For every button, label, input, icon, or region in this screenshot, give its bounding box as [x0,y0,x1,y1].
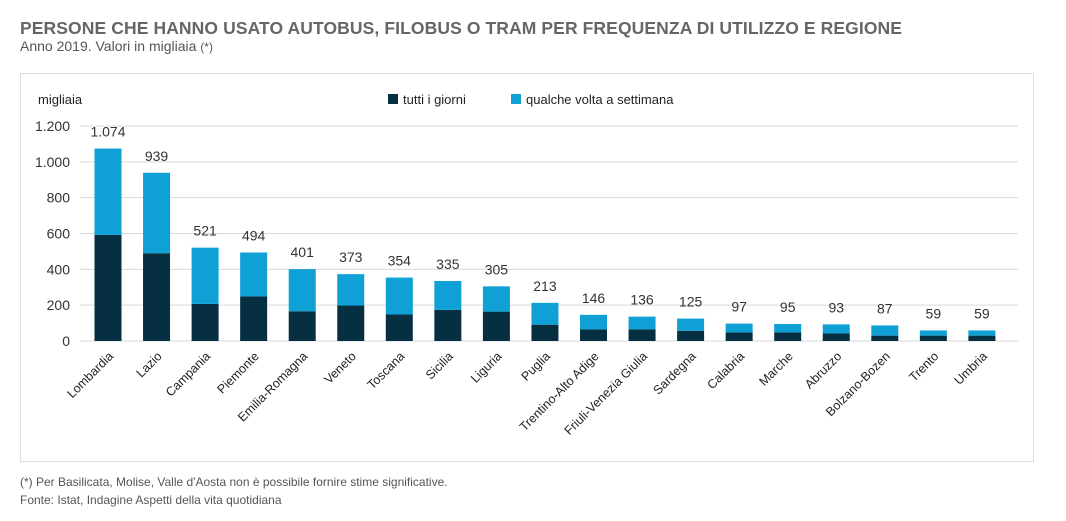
bar-qualche-volta [774,323,802,333]
total-label: 136 [630,292,654,308]
bar-tutti-i-giorni [871,335,899,341]
bar-qualche-volta [919,330,947,336]
y-tick-label: 0 [62,333,70,349]
y-tick-label: 1.000 [35,154,70,170]
total-label: 93 [828,299,844,315]
bar-qualche-volta [822,324,850,334]
x-tick-label: Sardegna [650,349,698,397]
x-tick-label: Trento [906,349,941,384]
y-tick-label: 600 [47,226,71,242]
bar-qualche-volta [385,277,413,315]
y-axis-label: migliaia [38,92,83,107]
bar-tutti-i-giorni [94,234,122,341]
bar-qualche-volta [968,330,996,336]
x-tick-label: Marche [756,349,795,388]
total-label: 494 [242,227,266,243]
x-tick-label: Liguria [468,349,504,385]
y-tick-label: 1.200 [35,118,70,134]
bar-qualche-volta [482,286,510,312]
total-label: 95 [780,299,796,315]
footnote: (*) Per Basilicata, Molise, Valle d'Aost… [20,475,448,489]
legend-label-tutti: tutti i giorni [403,92,466,107]
bar-tutti-i-giorni [628,329,656,341]
bar-tutti-i-giorni [919,335,947,341]
bar-tutti-i-giorni [240,296,268,341]
y-tick-label: 800 [47,190,71,206]
bar-tutti-i-giorni [434,309,462,341]
bar-qualche-volta [143,172,171,254]
bar-tutti-i-giorni [725,332,753,341]
bar-tutti-i-giorni [531,324,559,341]
legend-swatch-qualche [511,94,521,104]
bar-qualche-volta [434,280,462,310]
total-label: 373 [339,249,363,265]
legend: tutti i giorni qualche volta a settimana [388,92,674,107]
x-tick-label: Umbria [952,349,990,387]
chart-subtitle: Anno 2019. Valori in migliaia (*) [20,38,213,54]
bar-qualche-volta [871,325,899,336]
x-tick-label: Abruzzo [802,349,844,391]
bar-qualche-volta [580,314,607,330]
bar-tutti-i-giorni [191,303,219,341]
bar-qualche-volta [677,318,705,331]
y-tick-label: 400 [47,261,71,277]
total-label: 354 [388,253,412,269]
x-tick-label: Veneto [321,349,358,386]
bar-qualche-volta [337,274,365,306]
bar-qualche-volta [531,302,559,325]
bar-tutti-i-giorni [482,311,510,341]
total-label: 939 [145,148,169,164]
total-label: 305 [485,261,509,277]
total-label: 521 [193,223,217,239]
bar-qualche-volta [628,316,656,330]
bar-qualche-volta [288,269,316,312]
total-label: 335 [436,256,460,272]
x-tick-label: Sicilia [423,349,456,382]
total-label: 59 [974,305,990,321]
x-tick-label: Campania [163,349,213,399]
x-tick-label: Puglia [519,349,554,384]
total-label: 87 [877,300,893,316]
bar-tutti-i-giorni [143,253,171,341]
chart-frame [20,73,1034,462]
bar-qualche-volta [94,148,122,235]
subtitle-text: Anno 2019. Valori in migliaia [20,38,197,54]
total-label: 97 [731,299,747,315]
x-tick-label: Piemonte [215,349,262,396]
bar-tutti-i-giorni [968,335,996,341]
chart-title: PERSONE CHE HANNO USATO AUTOBUS, FILOBUS… [20,18,903,38]
bar-tutti-i-giorni [337,305,365,341]
x-tick-label: Friuli-Venezia Giulia [562,349,651,438]
bar-tutti-i-giorni [385,314,413,341]
total-label: 1.074 [90,124,125,140]
bar-tutti-i-giorni [774,332,802,341]
x-tick-label: Toscana [365,349,408,392]
x-tick-label: Lombardia [64,349,116,401]
x-tick-label: Lazio [134,349,165,380]
total-label: 125 [679,294,703,310]
subtitle-mark: (*) [200,40,213,54]
bar-qualche-volta [240,252,268,297]
legend-swatch-tutti [388,94,398,104]
bar-tutti-i-giorni [580,329,607,341]
bar-qualche-volta [191,247,219,304]
total-label: 146 [582,290,606,306]
y-tick-label: 200 [47,297,71,313]
source-note: Fonte: Istat, Indagine Aspetti della vit… [20,493,282,507]
bar-tutti-i-giorni [288,311,316,341]
total-label: 59 [926,305,942,321]
total-label: 401 [291,244,315,260]
bar-tutti-i-giorni [822,333,850,341]
total-label: 213 [533,278,557,294]
bar-tutti-i-giorni [677,330,705,341]
x-tick-label: Calabria [704,349,747,392]
legend-label-qualche: qualche volta a settimana [526,92,674,107]
bar-qualche-volta [725,323,753,333]
